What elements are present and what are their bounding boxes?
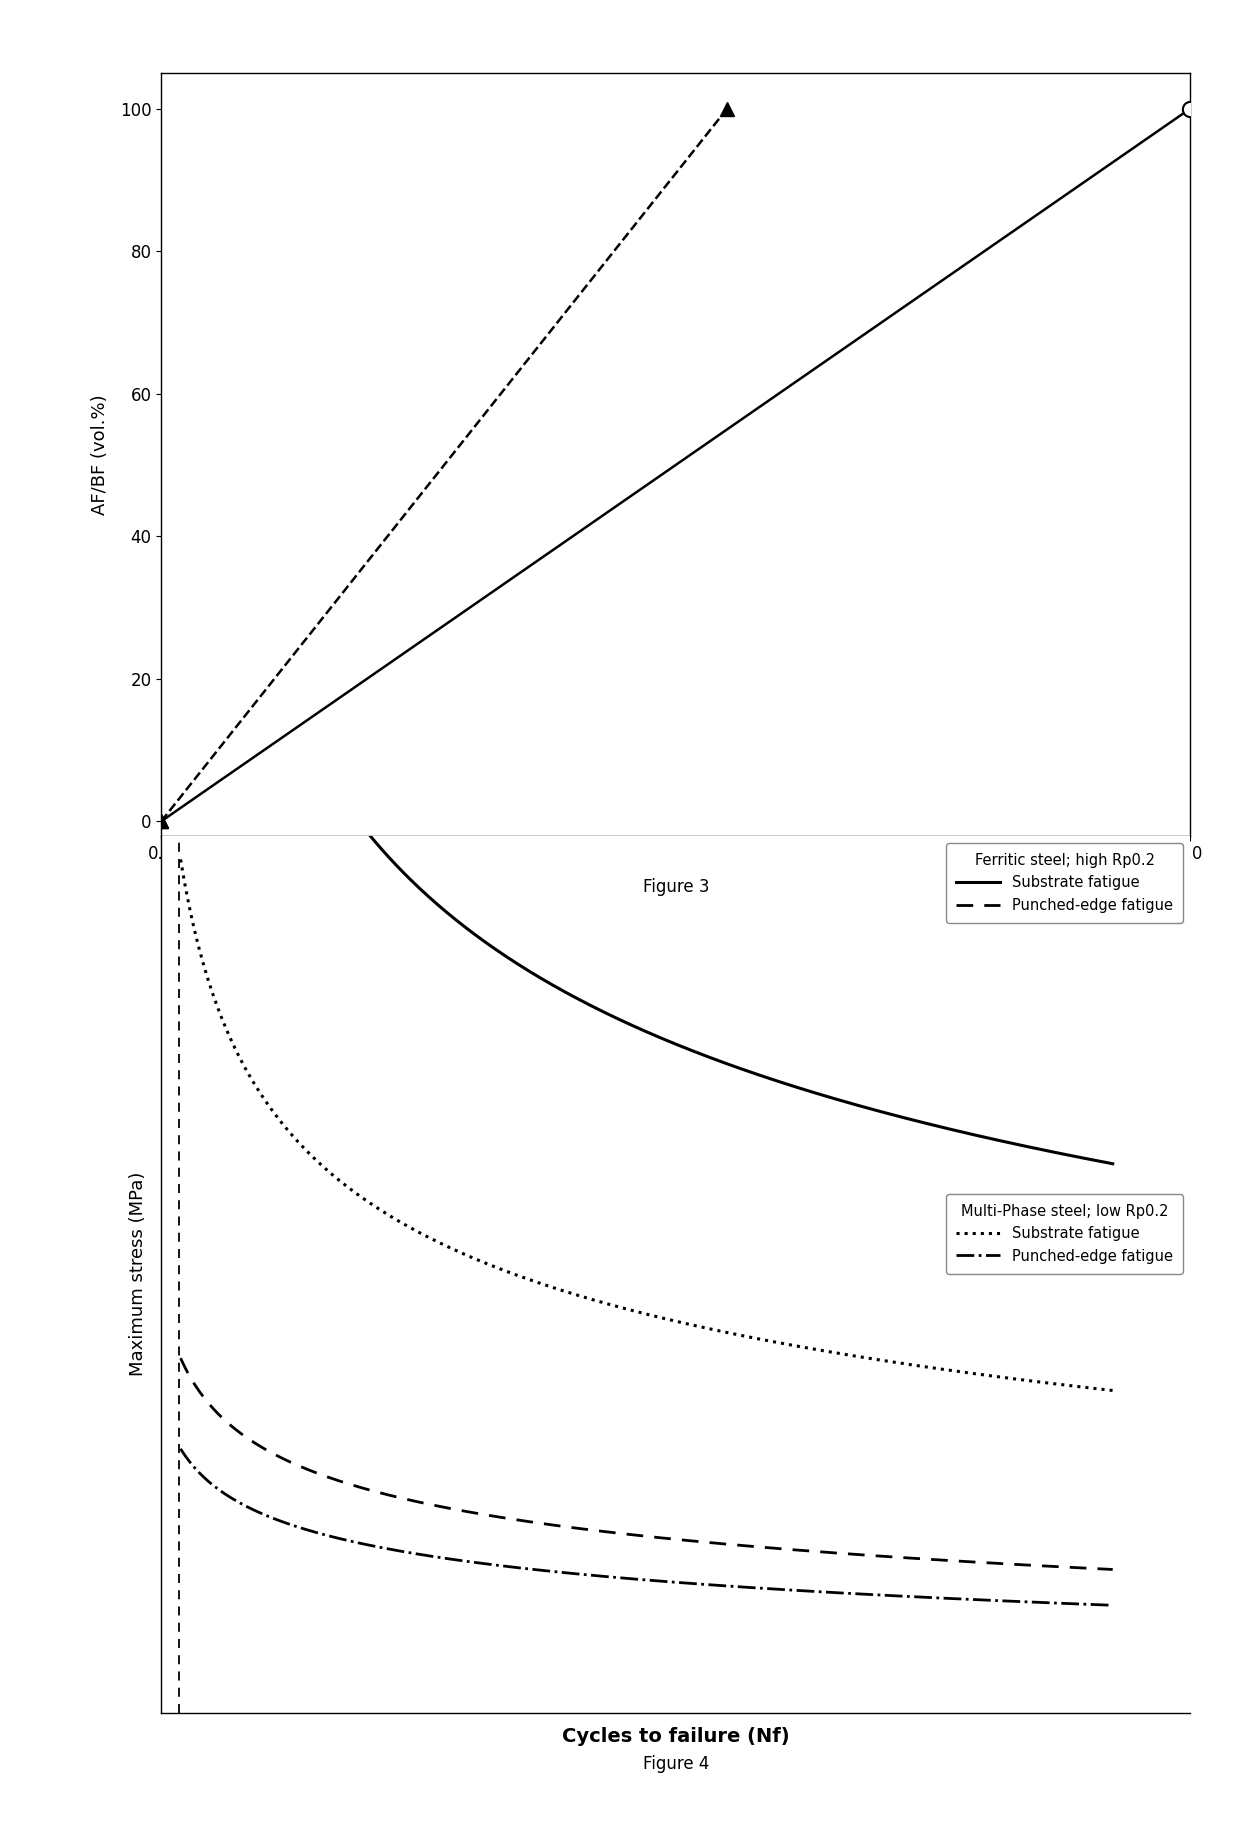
X-axis label: Cycles to failure (Nf): Cycles to failure (Nf) (562, 1727, 790, 1745)
Y-axis label: AF/BF (vol.%): AF/BF (vol.%) (91, 394, 109, 514)
Legend: Substrate fatigue, Punched-edge fatigue: Substrate fatigue, Punched-edge fatigue (946, 1193, 1183, 1274)
Y-axis label: Maximum stress (MPa): Maximum stress (MPa) (129, 1172, 148, 1376)
Text: Figure 4: Figure 4 (642, 1755, 709, 1773)
Text: Figure 3: Figure 3 (642, 878, 709, 896)
X-axis label: MOD index: MOD index (616, 876, 735, 896)
